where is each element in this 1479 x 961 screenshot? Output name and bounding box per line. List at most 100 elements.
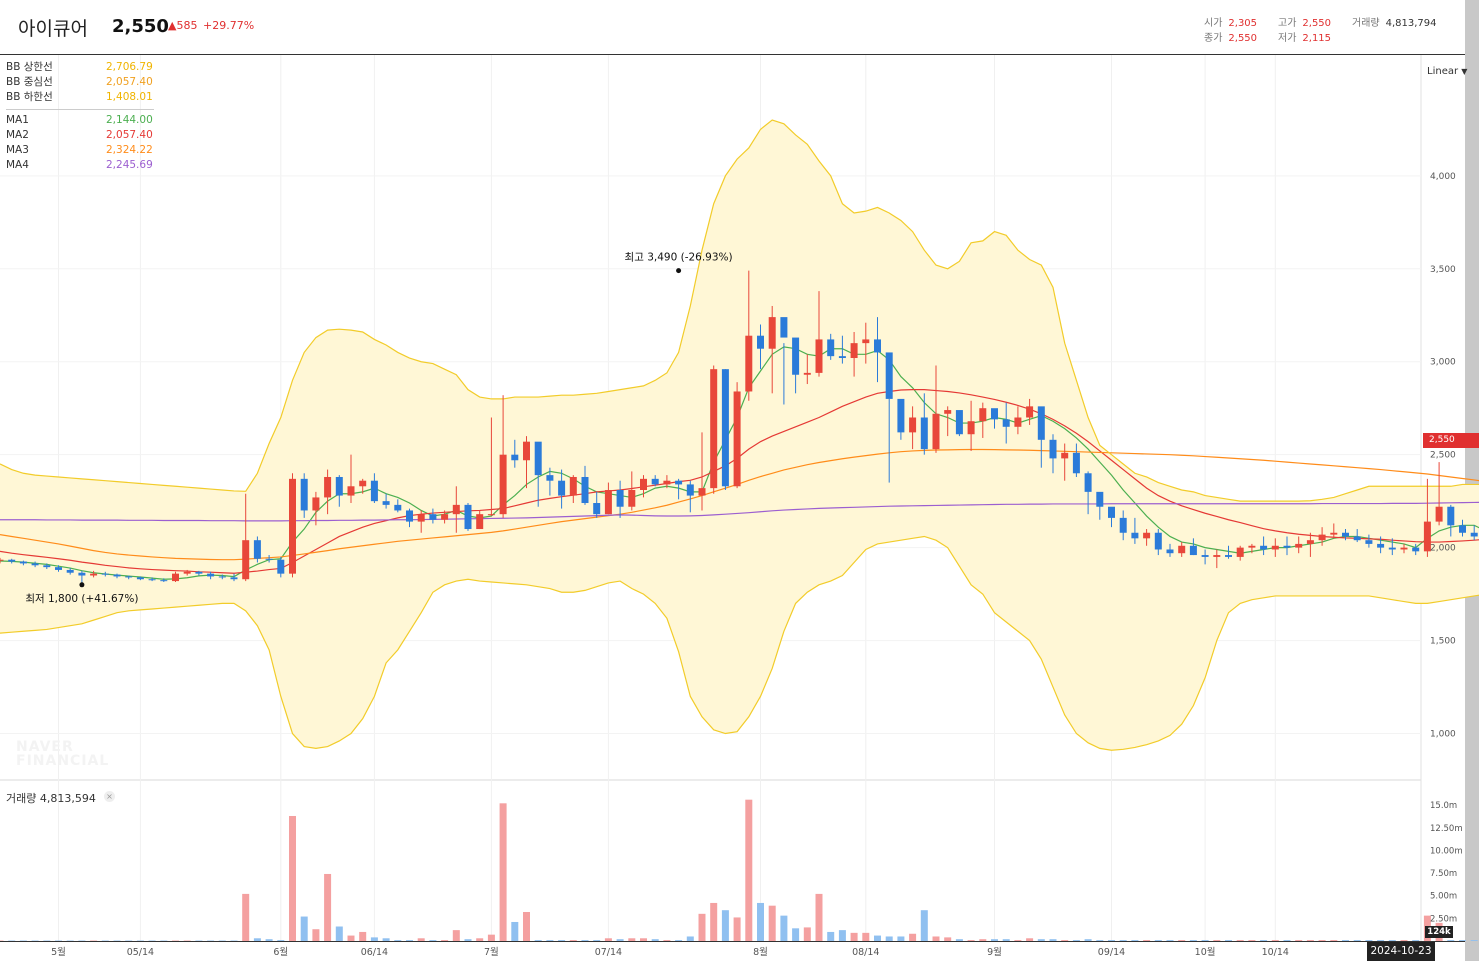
candle-body [991, 408, 998, 420]
volume-bar [406, 940, 413, 941]
volume-bar [768, 905, 776, 941]
volume-bar [698, 913, 706, 941]
naver-financial-logo: NAVER FINANCIAL [16, 739, 110, 769]
candle-body [581, 476, 589, 504]
volume-bar [1014, 940, 1022, 941]
price-tick-label: 1,000 [1430, 730, 1456, 740]
x-tick-label: 07/14 [595, 947, 622, 958]
legend-ma3[interactable]: MA3 2,324.22 [6, 144, 153, 156]
candle-body [218, 576, 226, 578]
candle-body [289, 478, 296, 574]
volume-bar [1189, 940, 1197, 941]
volume-bar [1353, 940, 1361, 941]
candle-body [31, 563, 39, 566]
candle-body [944, 410, 952, 414]
volume-bar [827, 931, 835, 941]
volume-bar [441, 940, 449, 941]
candle-body [675, 480, 683, 485]
candle-body [803, 372, 811, 375]
volume-bar [324, 873, 332, 941]
scale-mode-dropdown[interactable]: Linear ▼ [1427, 66, 1467, 77]
x-tick-label: 9월 [987, 946, 1002, 958]
volume-bar [1388, 940, 1396, 941]
candle-body [1342, 532, 1349, 537]
close-icon[interactable]: × [104, 791, 115, 802]
candle-body [838, 356, 846, 359]
candle-body [1002, 419, 1010, 427]
candle-body [616, 490, 624, 507]
candle-body [499, 454, 507, 515]
x-tick-label: 10월 [1195, 946, 1216, 958]
candle-body [452, 504, 460, 515]
price-change: ▲585 [168, 19, 198, 32]
volume-bar [733, 917, 741, 941]
candle-body [1026, 406, 1034, 418]
candle-body [979, 408, 987, 422]
volume-bar [862, 932, 870, 941]
volume-bar [476, 938, 484, 941]
volume-bar [1377, 940, 1385, 941]
volume-bar [523, 912, 530, 941]
candle-body [546, 475, 554, 481]
candle-body [406, 510, 413, 522]
candle-body [1365, 540, 1373, 544]
current-volume-badge: 124k [1425, 926, 1453, 938]
volume-bar [874, 935, 881, 941]
candle-body [1072, 452, 1080, 474]
candle-body [1271, 545, 1279, 550]
volume-tick-label: 15.0m [1430, 801, 1457, 811]
volume-bar [569, 940, 577, 941]
candle-body [1400, 547, 1408, 550]
candle-body [172, 573, 179, 582]
legend-ma1[interactable]: MA1 2,144.00 [6, 114, 153, 126]
legend-bb-middle[interactable]: BB 중심선 2,057.40 [6, 76, 153, 88]
candle-body [1459, 525, 1466, 533]
volume-bar [1166, 940, 1174, 941]
legend-bb-lower[interactable]: BB 하한선 1,408.01 [6, 91, 153, 103]
low-value: 2,115 [1302, 33, 1332, 44]
volume-bar [253, 938, 261, 941]
candle-body [768, 317, 776, 349]
legend-ma4[interactable]: MA4 2,245.69 [6, 159, 153, 171]
volume-bar [1072, 940, 1080, 941]
volume-bar [920, 910, 928, 941]
candle-body [1283, 545, 1291, 548]
candle-body [8, 559, 16, 562]
candle-body [113, 574, 121, 577]
x-tick-label: 05/14 [127, 947, 154, 958]
volume-bar [1096, 940, 1104, 941]
candle-body [0, 559, 4, 561]
high-marker [676, 268, 682, 274]
candle-body [604, 490, 612, 515]
candle-body [101, 573, 109, 575]
volume-bar [1201, 940, 1209, 941]
volume-bar [347, 935, 355, 941]
volume-bar [909, 933, 917, 941]
candle-body [1201, 555, 1209, 557]
volume-bar [815, 893, 823, 941]
volume-bar [487, 934, 495, 941]
candle-body [1295, 543, 1303, 548]
candle-body [66, 569, 74, 573]
volume-bar [1271, 940, 1279, 941]
volume-bar [1119, 940, 1127, 941]
legend-ma2[interactable]: MA2 2,057.40 [6, 129, 153, 141]
series-line-MA1 [0, 346, 1479, 580]
candle-body [686, 484, 694, 496]
candle-body [967, 421, 975, 435]
candle-body [1014, 417, 1022, 427]
volume-bar [803, 927, 811, 941]
legend-bb-upper[interactable]: BB 상한선 2,706.79 [6, 61, 153, 73]
candle-body [1166, 549, 1174, 554]
volume-panel-label: 거래량 4,813,594 [6, 792, 96, 805]
candle-body [78, 572, 86, 576]
volume-bar [1412, 940, 1420, 941]
volume-bar [277, 940, 285, 941]
candle-body [1248, 545, 1256, 548]
stock-header: 아이큐어 2,550 ▲585 +29.77% 시가 2,305 고가 2,550 … [0, 14, 1465, 55]
volume-bar [534, 940, 542, 941]
price-change-pct: +29.77% [203, 19, 255, 32]
candle-body [920, 417, 928, 450]
volume-bar [370, 937, 378, 941]
